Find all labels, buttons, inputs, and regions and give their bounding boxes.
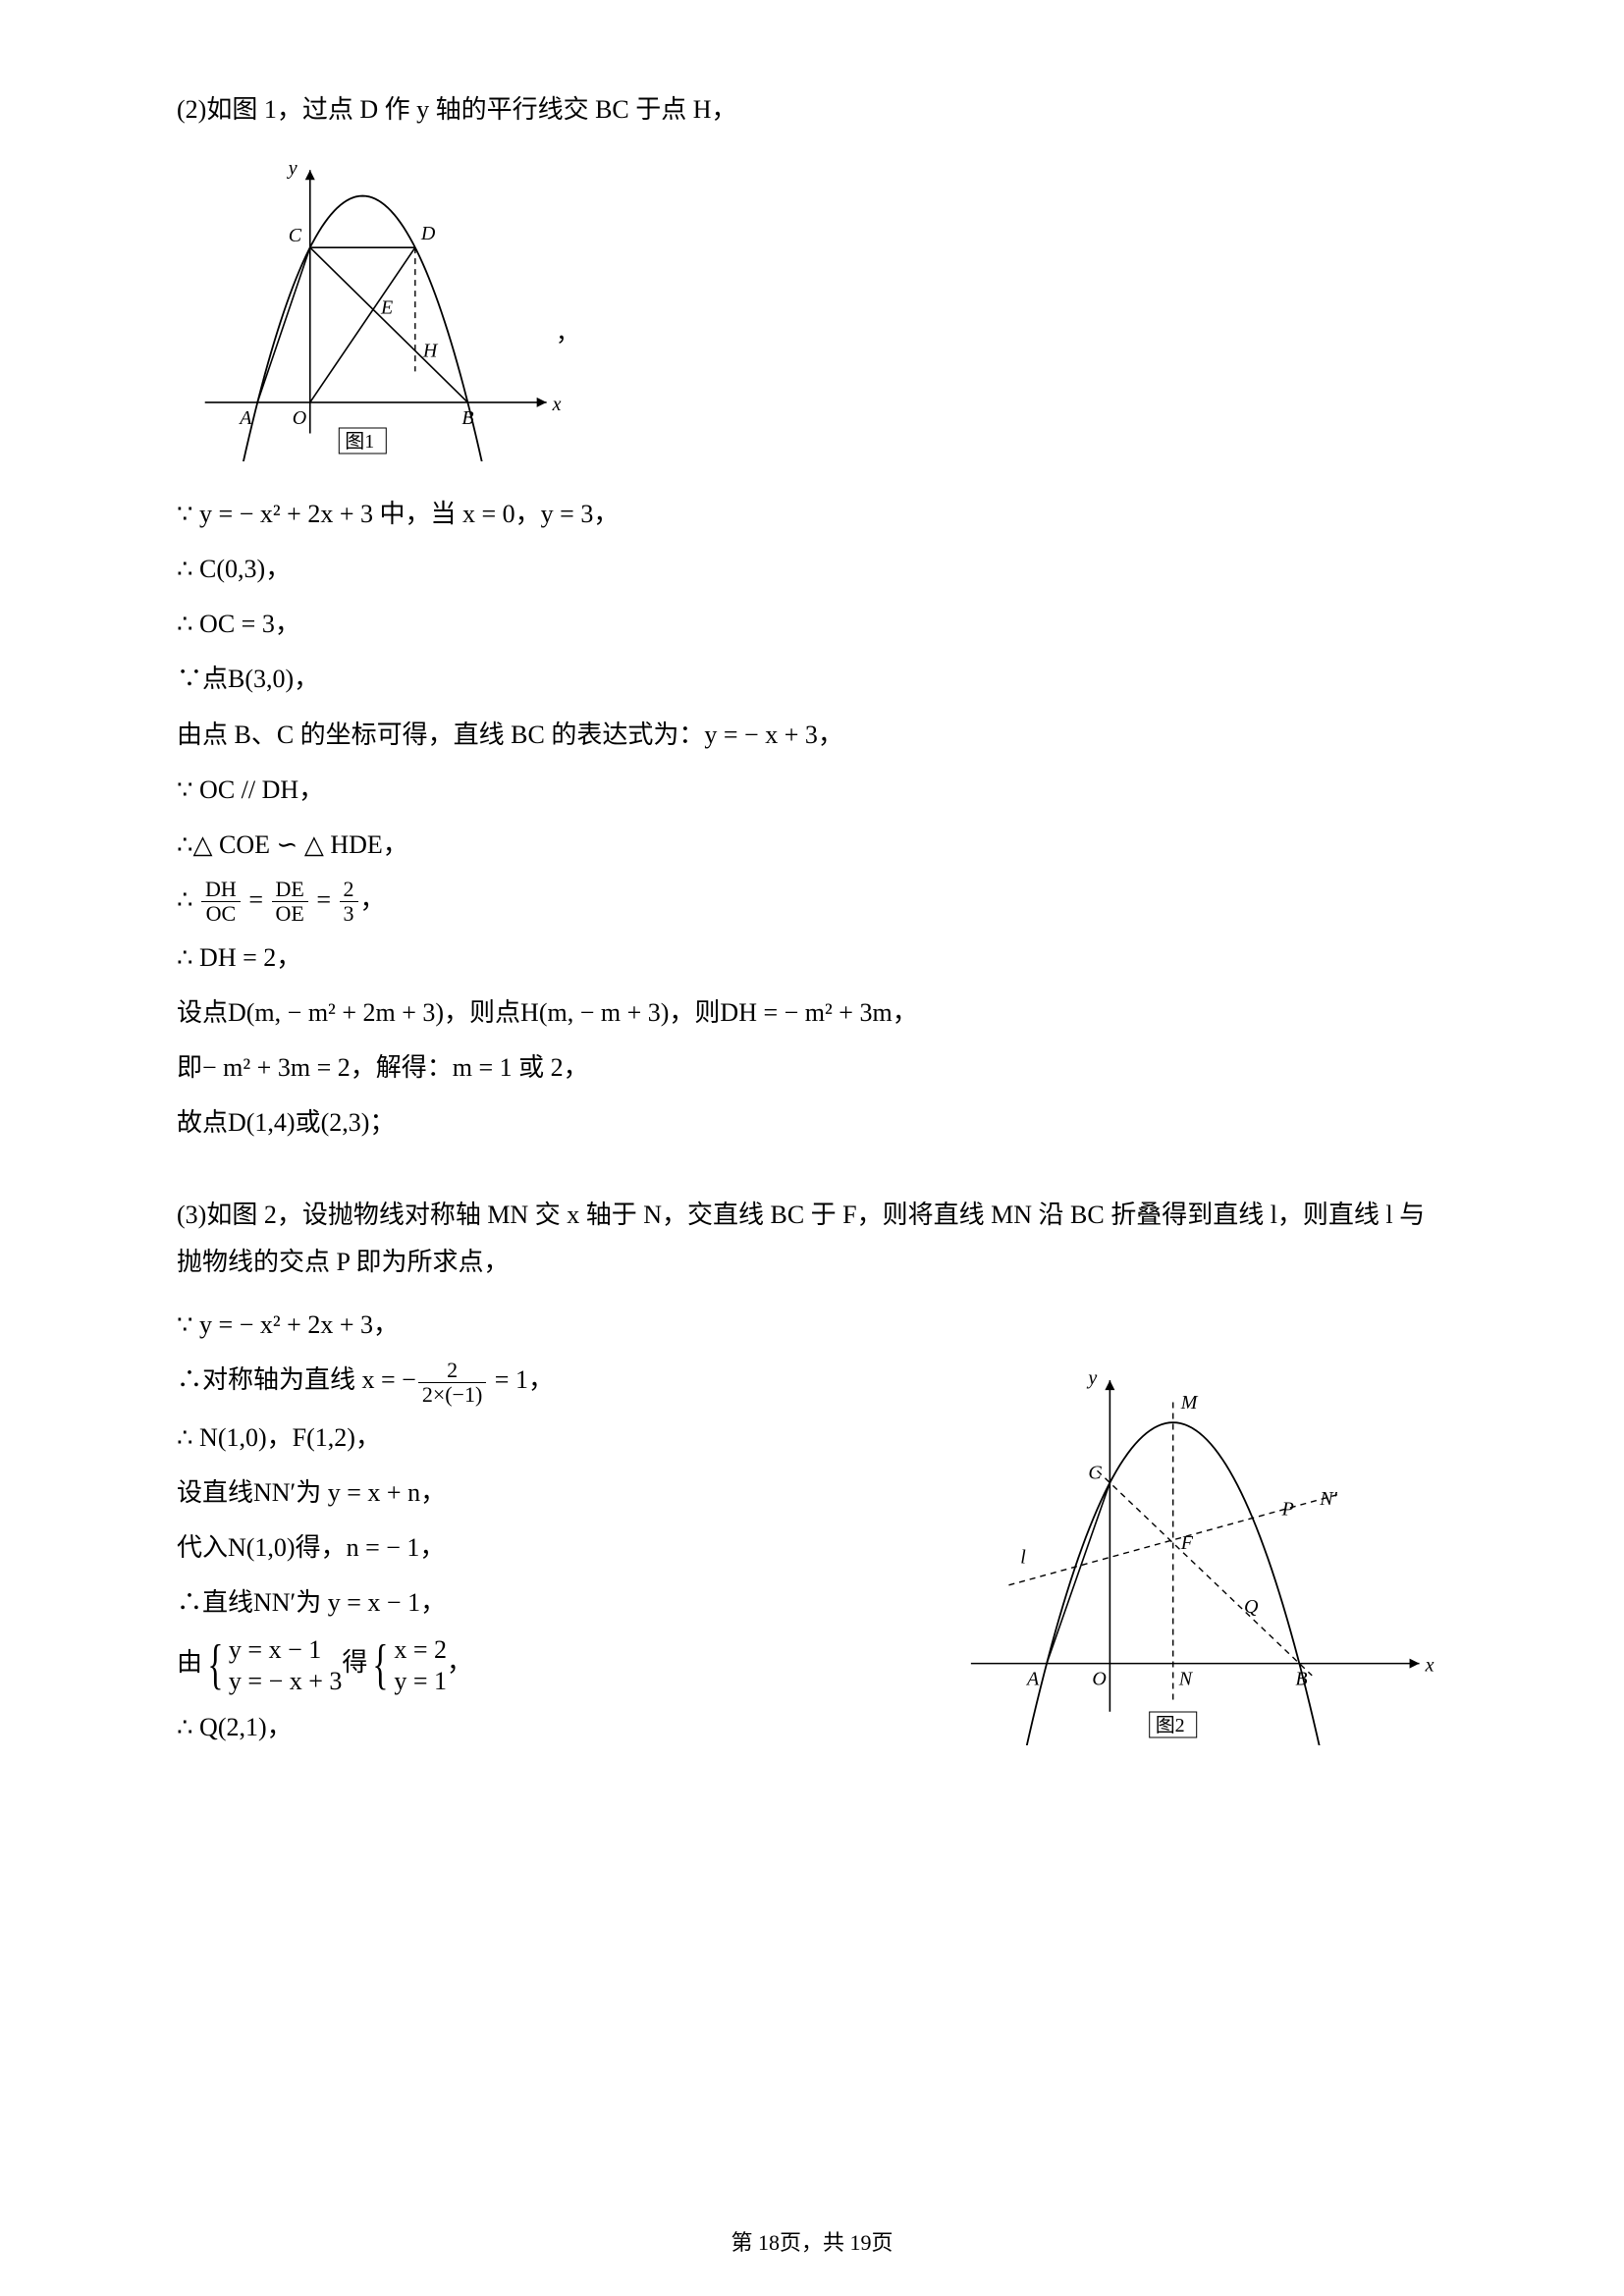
svg-text:A: A [238,407,252,429]
text-line: ∵点B(3,0)， [177,656,1447,703]
part2-heading: (2)如图 1，过点 D 作 y 轴的平行线交 BC 于点 H， [177,86,1447,133]
svg-text:E: E [380,296,393,318]
part3-body: ∵ y = − x² + 2x + 3， ∴对称轴为直线 x = −22×(−1)… [177,1294,937,1759]
text-line: ∴ Q(2,1)， [177,1704,937,1751]
svg-text:O: O [293,407,306,429]
text-line: 设点D(m, − m² + 2m + 3)，则点H(m, − m + 3)，则D… [177,989,1447,1037]
text-line: ∴直线NN′为 y = x − 1， [177,1579,937,1627]
svg-text:A: A [1025,1669,1040,1690]
svg-text:y: y [1086,1367,1097,1389]
svg-text:图1: 图1 [345,431,374,453]
text-line: ∴ OC = 3， [177,601,1447,648]
svg-text:P: P [1281,1498,1294,1520]
part3-heading: (3)如图 2，设抛物线对称轴 MN 交 x 轴于 N，交直线 BC 于 F，则… [177,1192,1447,1286]
figure2-svg: x y A O N B C F M Q P N′ l 图2 [937,1353,1447,1745]
page: (2)如图 1，过点 D 作 y 轴的平行线交 BC 于点 H， x y A O B C D… [0,0,1624,2296]
part3-row: ∵ y = − x² + 2x + 3， ∴对称轴为直线 x = −22×(−1)… [177,1294,1447,1761]
svg-text:x: x [552,394,562,415]
text-line: ∵ y = − x² + 2x + 3， [177,1302,937,1349]
svg-text:C: C [289,225,302,246]
figure2-block: x y A O N B C F M Q P N′ l 图2 [937,1353,1447,1761]
svg-text:M: M [1180,1392,1199,1414]
text-line: 设直线NN′为 y = x + n， [177,1469,937,1517]
page-footer: 第 18页，共 19页 [0,2225,1624,2257]
content: (2)如图 1，过点 D 作 y 轴的平行线交 BC 于点 H， x y A O B C D… [177,86,1447,1761]
text-line: ∵ OC // DH， [177,767,1447,814]
text-line: 即− m² + 3m = 2，解得：m = 1 或 2， [177,1044,1447,1092]
footer-text: 第 18页，共 19页 [731,2230,893,2255]
part2-body: ∵ y = − x² + 2x + 3 中，当 x = 0，y = 3， ∴ C(… [177,491,1447,1147]
svg-text:x: x [1425,1655,1435,1677]
svg-text:O: O [1092,1669,1106,1690]
figure1-block: x y A O B C D E H 图1 ， [177,147,1447,477]
text-line: ∴ N(1,0)，F(1,2)， [177,1415,937,1462]
text-line: ∵ y = − x² + 2x + 3 中，当 x = 0，y = 3， [177,491,1447,538]
svg-text:D: D [420,223,436,244]
svg-text:B: B [461,407,473,429]
svg-text:Q: Q [1244,1596,1259,1618]
svg-text:C: C [1088,1463,1102,1484]
svg-text:，: ， [556,321,569,347]
text-line: 故点D(1,4)或(2,3)； [177,1099,1447,1147]
figure1-svg: x y A O B C D E H 图1 ， [177,147,569,461]
svg-text:F: F [1180,1532,1194,1554]
text-line: 由点 B、C 的坐标可得，直线 BC 的表达式为：y = − x + 3， [177,712,1447,759]
text-line: ∴ C(0,3)， [177,546,1447,593]
svg-text:N′: N′ [1319,1488,1337,1510]
svg-text:l: l [1020,1547,1026,1569]
svg-text:图2: 图2 [1156,1715,1185,1736]
text-line: ∴△ COE ∽ △ HDE， [177,822,1447,869]
svg-text:N: N [1178,1669,1194,1690]
text-line: ∴ DHOC = DEOE = 23， [177,877,1447,927]
text-line: ∴ DH = 2， [177,934,1447,982]
svg-text:H: H [422,340,439,361]
svg-text:B: B [1295,1669,1307,1690]
text-line: 代入N(1,0)得，n = − 1， [177,1524,937,1572]
text-line: 由{y = x − 1y = − x + 3得{x = 2y = 1， [177,1634,937,1695]
text-line: ∴对称轴为直线 x = −22×(−1) = 1， [177,1357,937,1407]
svg-text:y: y [287,157,298,179]
